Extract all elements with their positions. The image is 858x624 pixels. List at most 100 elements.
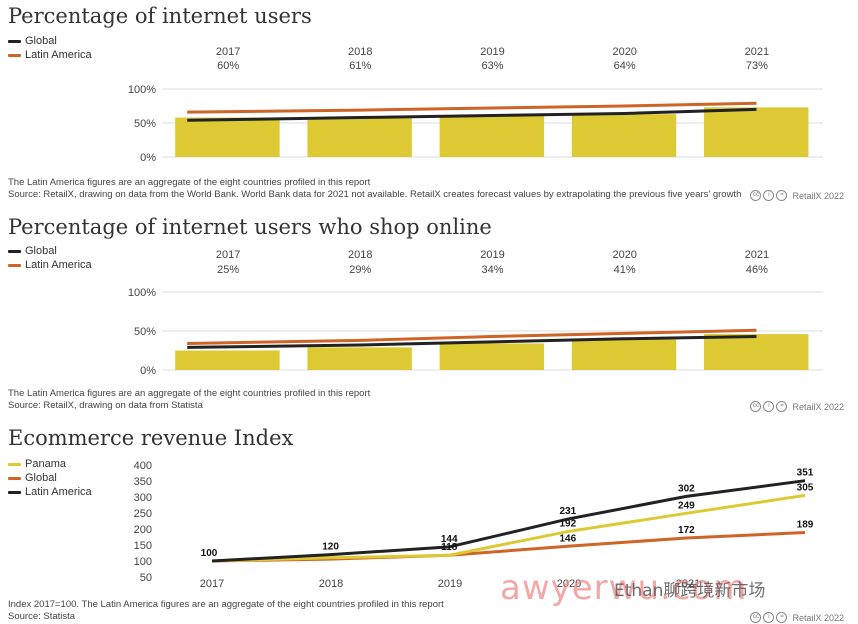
cc-icon: cc [750,401,762,412]
series-line-global [187,334,757,349]
legend: Global Latin America [8,244,92,272]
chart-panel-ecommerce-index: Ecommerce revenue Index Panama Global La… [0,426,858,624]
x-category-label: 2021 [745,46,769,58]
nd-icon: = [776,612,788,623]
watermark-caption: Ethan聊跨境新市场 [614,581,766,601]
y-tick-label: 100 [134,556,152,568]
x-category-label: 2018 [348,249,372,261]
x-category-label: 2019 [480,46,504,58]
y-tick-label: 400 [134,460,152,472]
value-label: 60% [217,60,239,72]
y-tick-label: 0% [140,365,156,377]
y-tick-label: 200 [134,524,152,536]
legend-swatch-latin-america [8,490,21,494]
y-tick-label: 0% [140,152,156,164]
y-tick-label: 50% [134,326,156,338]
x-category-label: 2019 [480,249,504,261]
series-line-panama [211,493,806,563]
x-category-label: 2017 [216,249,240,261]
series-line-latin-america [187,101,757,114]
value-label: 61% [349,60,371,72]
data-label: 249 [678,500,695,511]
note-line: Index 2017=100. The Latin America figure… [8,599,444,610]
cc-icon: cc [750,190,762,201]
series-line-latin-america [211,479,806,563]
data-label: 189 [797,520,814,531]
legend: Global Latin America [8,34,92,62]
value-label: 25% [217,264,239,276]
bar [571,114,677,157]
legend-label: Latin America [25,259,92,271]
cc-icon: cc [750,612,762,623]
by-icon: i [763,401,775,412]
license-footer: cc i = RetailX 2022 [750,612,844,623]
bar [307,347,412,370]
legend-item-global: Global [8,244,92,258]
note-line: The Latin America figures are an aggrega… [8,177,371,188]
legend-label: Panama [25,458,66,470]
footer-brand: RetailX 2022 [792,612,844,623]
y-tick-label: 100% [128,84,156,96]
chart-notes: Index 2017=100. The Latin America figure… [8,599,444,623]
data-label: 351 [797,468,814,479]
data-label: 231 [559,506,576,517]
chart-panel-shop-online: Percentage of internet users who shop on… [0,215,858,415]
bar [439,343,545,370]
value-label: 29% [349,264,371,276]
data-label: 118 [441,542,458,553]
value-label: 41% [614,264,636,276]
bar [704,334,809,370]
legend-swatch-global [8,476,21,480]
chart-title: Percentage of internet users who shop on… [8,215,492,239]
legend-swatch-panama [8,462,21,466]
note-line: Source: RetailX, drawing on data from th… [8,189,742,200]
by-icon: i [763,612,775,623]
bar [571,339,677,370]
chart-title: Ecommerce revenue Index [8,426,294,450]
legend-item-global: Global [8,34,92,48]
nd-icon: = [776,190,788,201]
footer-brand: RetailX 2022 [792,190,844,201]
bar [175,350,280,370]
note-line: Source: Statista [8,611,76,622]
value-label: 64% [614,60,636,72]
data-label: 100 [201,548,218,559]
x-category-label: 2018 [348,46,372,58]
legend-label: Global [25,35,57,47]
legend-item-latin-america: Latin America [8,48,92,62]
bar [704,107,809,157]
legend: Panama Global Latin America [8,457,92,499]
x-category-label: 2020 [612,46,636,58]
y-tick-label: 100% [128,287,156,299]
footer-brand: RetailX 2022 [792,401,844,412]
x-category-label: 2021 [676,578,700,590]
legend-item-global: Global [8,471,92,485]
by-icon: i [763,190,775,201]
legend-swatch-global [8,249,21,253]
bar [175,117,280,157]
bar [307,118,412,157]
license-footer: cc i = RetailX 2022 [750,401,844,412]
x-category-label: 2019 [438,578,462,590]
data-label: 144 [441,534,458,545]
bar [439,115,545,157]
legend-swatch-latin-america [8,53,21,57]
x-category-label: 2017 [216,46,240,58]
y-tick-label: 150 [134,540,152,552]
y-tick-label: 250 [134,508,152,520]
chart-panel-internet-users: Percentage of internet users Global Lati… [0,4,858,204]
x-category-label: 2017 [200,578,224,590]
value-label: 34% [481,264,503,276]
y-tick-label: 50% [134,118,156,130]
chart-notes: The Latin America figures are an aggrega… [8,388,370,412]
chart-title: Percentage of internet users [8,4,312,28]
legend-item-latin-america: Latin America [8,485,92,499]
x-category-label: 2020 [557,578,581,590]
data-label: 192 [559,519,576,530]
value-label: 63% [481,60,503,72]
legend-label: Global [25,472,57,484]
y-tick-label: 50 [140,572,152,584]
license-footer: cc i = RetailX 2022 [750,190,844,201]
x-category-label: 2021 [745,249,769,261]
